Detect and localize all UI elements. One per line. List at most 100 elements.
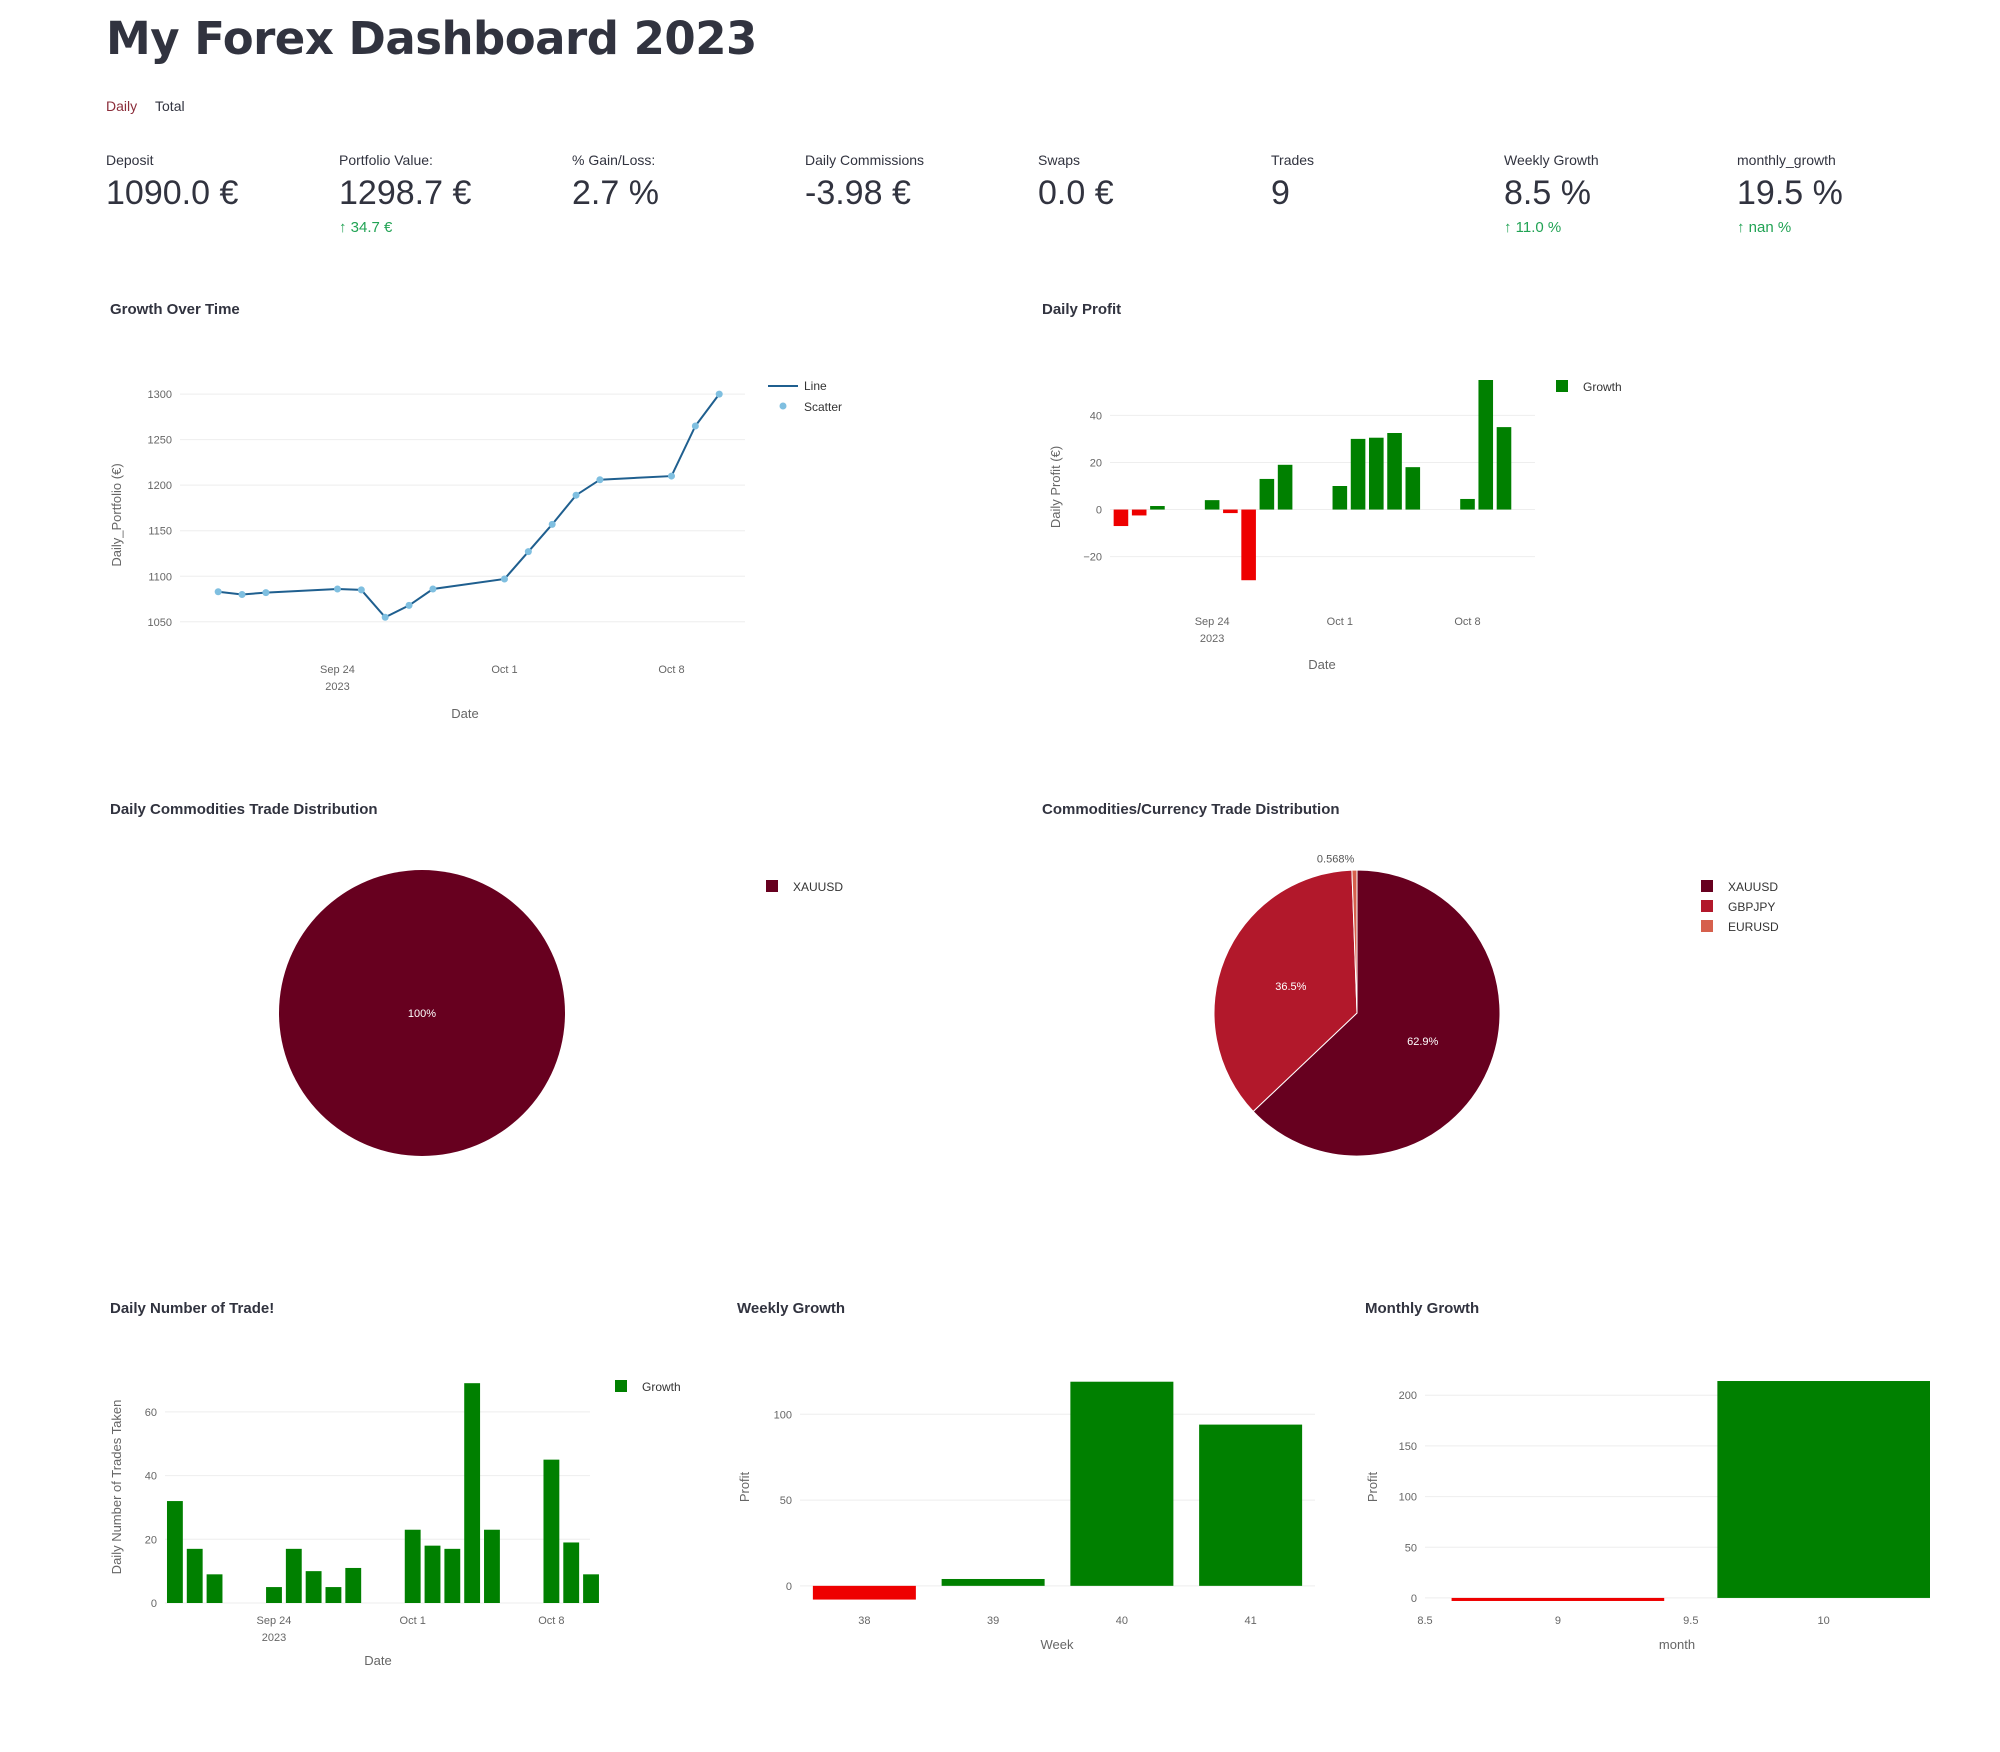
total-pie-slice: [1252, 869, 1501, 1157]
total-pie-slice-label: 36.5%: [1275, 981, 1306, 993]
growth-ytick-label: 1300: [148, 389, 172, 401]
monthly-y-axis-title: Profit: [1365, 1471, 1380, 1502]
total-pie-legend-swatch: [1701, 900, 1713, 912]
num-trades-bar: [166, 1501, 183, 1603]
growth-scatter-point: [429, 585, 437, 593]
growth-scatter-point: [262, 589, 270, 597]
growth-scatter-point: [405, 601, 413, 609]
growth-scatter-point: [238, 590, 246, 598]
weekly-bar: [941, 1578, 1045, 1586]
weekly-ytick-label: 0: [786, 1581, 792, 1593]
metric-delta-value: nan %: [1748, 219, 1792, 236]
daily-profit-legend-swatch: [1556, 380, 1568, 392]
num-trades-bar: [583, 1574, 599, 1603]
growth-ytick-label: 1100: [148, 571, 172, 583]
monthly-xtick-label: 9.5: [1683, 1615, 1698, 1627]
num-trades-bar: [563, 1542, 580, 1603]
metric-label: Daily Commissions: [805, 152, 925, 168]
growth-scatter-point: [548, 520, 556, 528]
metric-delta: ↑ 34.7 €: [339, 219, 559, 236]
chart-title-weekly: Weekly Growth: [737, 1300, 846, 1317]
monthly-xtick-label: 10: [1818, 1615, 1830, 1627]
weekly-x-axis-title: Week: [1041, 1637, 1074, 1652]
daily-profit-ytick-label: 0: [1096, 505, 1102, 517]
metric-label: Swaps: [1038, 152, 1081, 168]
weekly-xtick-label: 41: [1245, 1615, 1257, 1627]
num-trades-ytick-label: 60: [145, 1407, 157, 1419]
growth-x-axis-title: Date: [451, 706, 478, 721]
tab-total[interactable]: Total: [155, 98, 185, 114]
metric-daily-commissions: Daily Commissions -3.98 €: [805, 152, 1025, 213]
growth-legend-label: Scatter: [804, 400, 842, 414]
total-pie-slice-label: 62.9%: [1407, 1036, 1438, 1048]
chart-title-total-pie: Commodities/Currency Trade Distribution: [1042, 801, 1340, 818]
daily-profit-bar: [1350, 438, 1366, 510]
growth-ytick-label: 1050: [148, 617, 172, 629]
weekly-ytick-label: 100: [774, 1409, 792, 1421]
metric-label: Trades: [1271, 152, 1315, 168]
growth-y-axis-title: Daily_Portfolio (€): [109, 463, 124, 566]
growth-scatter-point: [381, 613, 389, 621]
growth-legend-scatter-icon: [779, 402, 787, 410]
daily-profit-xtick-sublabel: 2023: [1200, 633, 1224, 645]
num-trades-bar: [543, 1459, 560, 1603]
num-trades-bar: [325, 1587, 342, 1603]
tab-daily[interactable]: Daily: [106, 98, 138, 114]
metric-monthly-growth: monthly_growth 19.5 % ↑ nan %: [1737, 152, 1957, 236]
daily-profit-bar: [1478, 380, 1494, 510]
arrow-up-icon: ↑: [1504, 219, 1512, 236]
metric-delta-value: 11.0 %: [1515, 219, 1562, 236]
total-pie-slice: [1213, 869, 1358, 1113]
monthly-ytick-label: 200: [1399, 1390, 1417, 1402]
growth-ytick-label: 1200: [148, 480, 172, 492]
daily-profit-legend-label: Growth: [1583, 380, 1622, 394]
daily-profit-bar: [1241, 509, 1256, 581]
growth-scatter-point: [333, 585, 341, 593]
metric-delta: ↑ nan %: [1737, 219, 1957, 236]
num-trades-xtick-label: Oct 8: [538, 1615, 564, 1627]
num-trades-bar: [285, 1548, 302, 1603]
daily-profit-bar: [1387, 433, 1402, 510]
daily-profit-bar: [1131, 509, 1147, 516]
arrow-up-icon: ↑: [1737, 219, 1745, 236]
daily-profit-bar: [1204, 500, 1220, 510]
metric-gain-loss: % Gain/Loss: 2.7 %: [572, 152, 792, 213]
daily-profit-bar: [1496, 427, 1512, 510]
num-trades-legend-swatch: [615, 1380, 627, 1392]
total-pie-legend-label: XAUUSD: [1728, 880, 1778, 894]
monthly-bar: [1717, 1381, 1930, 1598]
metric-value: 8.5 %: [1504, 174, 1591, 212]
growth-legend-label: Line: [804, 379, 827, 393]
total-pie-legend-swatch: [1701, 920, 1713, 932]
growth-scatter-point: [691, 422, 699, 430]
metric-label: Weekly Growth: [1504, 152, 1599, 168]
total-pie-legend-swatch: [1701, 880, 1713, 892]
metric-delta: ↑ 11.0 %: [1504, 219, 1724, 236]
daily-pie-slice: [279, 870, 565, 1156]
num-trades-bar: [424, 1545, 441, 1603]
num-trades-bar: [266, 1587, 282, 1603]
metric-swaps: Swaps 0.0 €: [1038, 152, 1258, 213]
total-pie-slice: [1351, 869, 1358, 1014]
num-trades-bar: [206, 1574, 223, 1603]
metric-label: Deposit: [106, 152, 154, 168]
num-trades-bar: [345, 1567, 362, 1603]
daily-profit-bar: [1460, 498, 1475, 510]
daily-profit-bar: [1223, 509, 1238, 514]
daily-pie-legend-label: XAUUSD: [793, 880, 843, 894]
weekly-ytick-label: 50: [780, 1495, 792, 1507]
growth-scatter-point: [500, 575, 508, 583]
daily-profit-bar: [1405, 467, 1421, 510]
total-pie-slice-label: 0.568%: [1317, 854, 1355, 866]
chart-title-num-trades: Daily Number of Trade!: [110, 1300, 275, 1317]
daily-profit-xtick-label: Oct 8: [1454, 616, 1480, 628]
arrow-up-icon: ↑: [339, 219, 347, 236]
num-trades-bar: [186, 1548, 203, 1603]
metric-value: 9: [1271, 174, 1290, 212]
metric-label: Portfolio Value:: [339, 152, 433, 168]
num-trades-ytick-label: 40: [145, 1471, 157, 1483]
monthly-ytick-label: 100: [1399, 1492, 1417, 1504]
daily-profit-xtick-label: Oct 1: [1327, 616, 1353, 628]
weekly-xtick-label: 40: [1116, 1615, 1128, 1627]
